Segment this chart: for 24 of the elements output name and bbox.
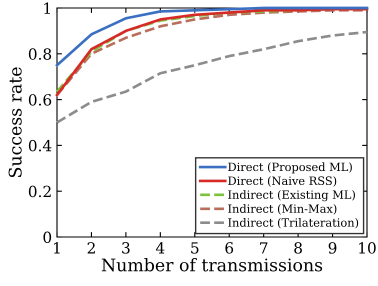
y-tick-label: 0.6 bbox=[28, 94, 52, 106]
x-tick-label: 10 bbox=[359, 242, 376, 254]
legend-label: Indirect (Trilateration) bbox=[228, 218, 358, 228]
x-tick-label: 3 bbox=[122, 242, 130, 254]
y-tick-label: 0.8 bbox=[28, 48, 52, 60]
line-series bbox=[56, 30, 368, 124]
x-axis-title: Number of transmissions bbox=[102, 258, 322, 272]
x-tick-label: 2 bbox=[88, 242, 95, 254]
legend-label: Direct (Proposed ML) bbox=[228, 162, 352, 174]
y-axis-title: Success rate bbox=[8, 67, 22, 178]
y-tick-label: 0.2 bbox=[28, 186, 51, 198]
x-tick-label: 7 bbox=[260, 242, 268, 254]
y-tick-label: 0.4 bbox=[28, 140, 52, 152]
x-tick-label: 8 bbox=[294, 242, 302, 254]
legend-label: Indirect (Min-Max) bbox=[228, 204, 336, 215]
x-tick-label: 6 bbox=[225, 242, 234, 254]
x-tick-label: 4 bbox=[156, 242, 164, 254]
y-tick-label: 0 bbox=[43, 231, 52, 244]
x-tick-label: 1 bbox=[54, 242, 60, 254]
legend-label: Direct (Naive RSS) bbox=[228, 176, 336, 187]
x-tick-label: 5 bbox=[191, 242, 198, 254]
y-tick-label: 1 bbox=[44, 2, 50, 14]
x-tick-label: 9 bbox=[328, 242, 336, 254]
legend-label: Indirect (Existing ML) bbox=[228, 190, 355, 202]
